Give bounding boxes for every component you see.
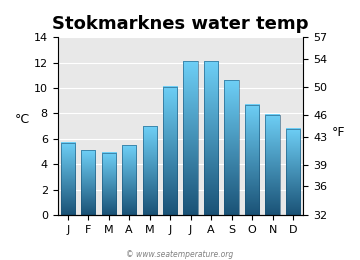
- Y-axis label: °C: °C: [15, 113, 30, 126]
- Bar: [102, 153, 116, 215]
- Bar: [143, 126, 157, 215]
- Y-axis label: °F: °F: [332, 126, 345, 139]
- Bar: [81, 150, 95, 215]
- Bar: [204, 61, 218, 215]
- Title: Stokmarknes water temp: Stokmarknes water temp: [52, 15, 309, 33]
- Bar: [60, 142, 75, 215]
- Bar: [286, 129, 300, 215]
- Bar: [163, 87, 177, 215]
- Text: © www.seatemperature.org: © www.seatemperature.org: [126, 250, 234, 259]
- Bar: [245, 105, 259, 215]
- Bar: [224, 80, 239, 215]
- Bar: [122, 145, 136, 215]
- Bar: [184, 61, 198, 215]
- Bar: [265, 115, 280, 215]
